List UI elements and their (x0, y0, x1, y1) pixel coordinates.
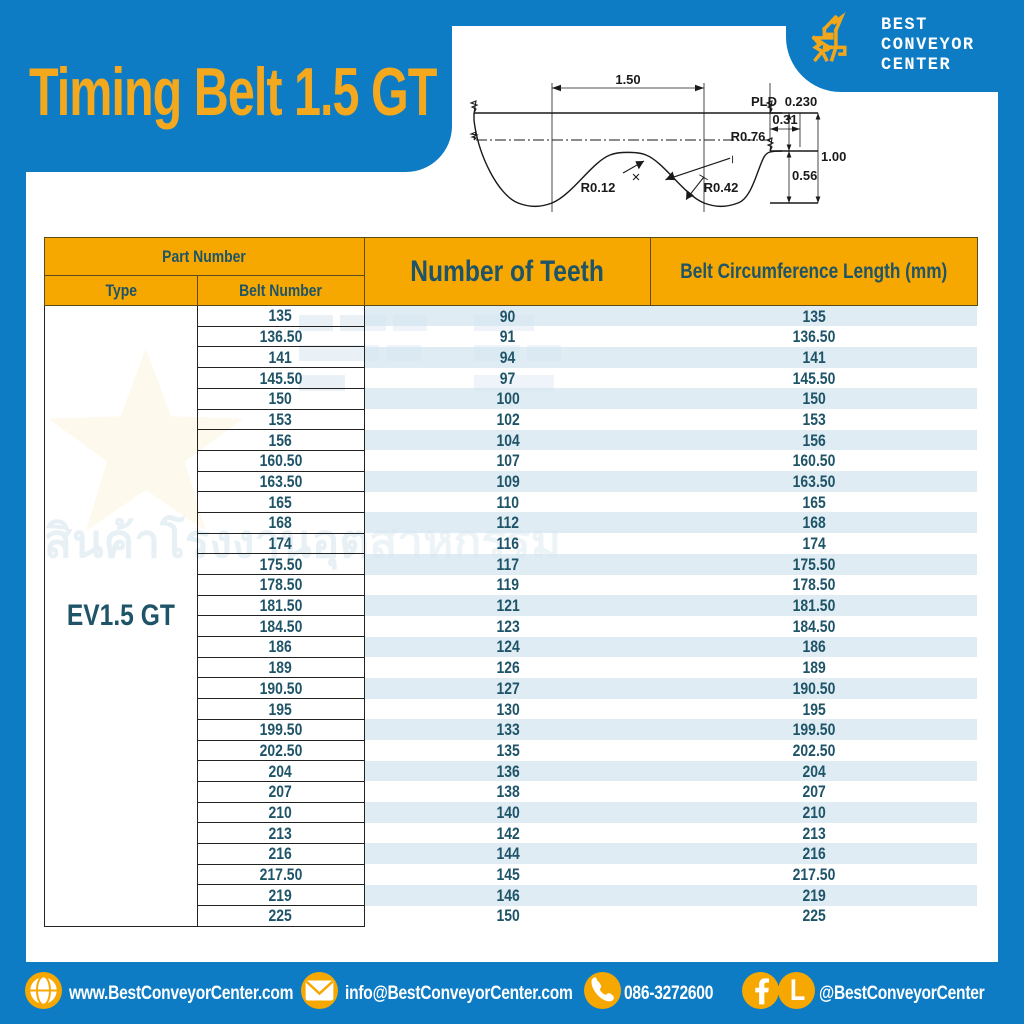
svg-text:0.230: 0.230 (785, 94, 818, 109)
svg-text:1.00: 1.00 (821, 149, 846, 164)
svg-text:R0.42: R0.42 (704, 180, 739, 195)
svg-text:PLD: PLD (751, 94, 777, 109)
svg-text:R0.12: R0.12 (581, 180, 616, 195)
svg-text:0.31: 0.31 (772, 112, 797, 127)
svg-text:R0.76: R0.76 (731, 129, 766, 144)
svg-text:1.50: 1.50 (615, 72, 640, 87)
svg-text:0.56: 0.56 (792, 168, 817, 183)
